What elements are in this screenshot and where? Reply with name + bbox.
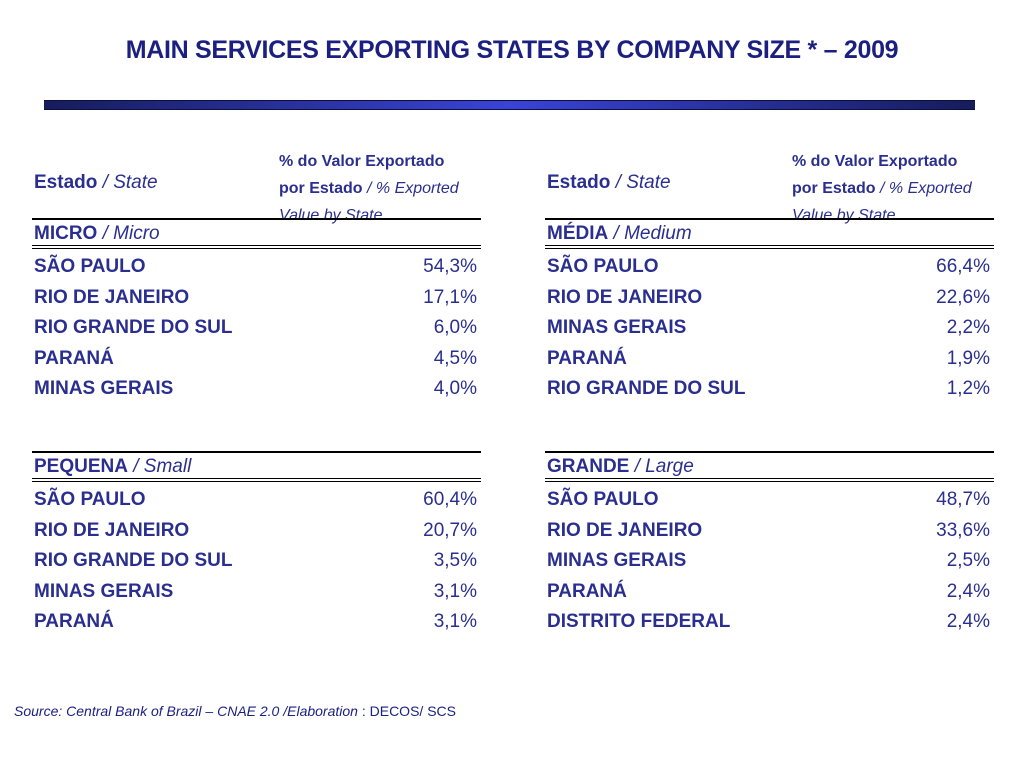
state-name: SÃO PAULO	[547, 256, 659, 277]
state-name: PARANÁ	[34, 347, 114, 369]
state-name: RIO GRANDE DO SUL	[547, 378, 746, 399]
state-value: 54,3%	[423, 256, 477, 277]
state-name: MINAS GERAIS	[547, 317, 687, 338]
table-header: Estado / State % do Valor Exportado por …	[545, 144, 994, 224]
table-row: RIO GRANDE DO SUL 6,0%	[32, 313, 481, 344]
table-row: RIO DE JANEIRO 17,1%	[32, 283, 481, 314]
table-row: RIO GRANDE DO SUL 3,5%	[32, 546, 481, 577]
category-row: MÉDIA / Medium	[545, 218, 994, 249]
state-value: 20,7%	[423, 519, 477, 541]
state-name: RIO DE JANEIRO	[547, 519, 703, 541]
state-value: 17,1%	[423, 286, 477, 308]
table-row: MINAS GERAIS 3,1%	[32, 577, 481, 608]
state-value: 22,6%	[936, 286, 990, 308]
state-name: PARANÁ	[547, 347, 627, 369]
table-row: RIO DE JANEIRO 22,6%	[545, 283, 994, 314]
table-row: PARANÁ 2,4%	[545, 577, 994, 608]
category-row: GRANDE / Large	[545, 451, 994, 482]
table-row: RIO DE JANEIRO 20,7%	[32, 516, 481, 547]
state-name: RIO DE JANEIRO	[34, 286, 190, 308]
state-name: RIO DE JANEIRO	[34, 519, 190, 541]
state-value: 2,5%	[946, 550, 990, 571]
table-row: SÃO PAULO 48,7%	[545, 485, 994, 516]
state-name: MINAS GERAIS	[547, 550, 687, 571]
table-row: PARANÁ 1,9%	[545, 344, 994, 375]
table-row: RIO DE JANEIRO 33,6%	[545, 516, 994, 547]
table-row: SÃO PAULO 60,4%	[32, 485, 481, 516]
state-name: PARANÁ	[34, 611, 114, 632]
source-note: Source: Central Bank of Brazil – CNAE 2.…	[14, 703, 456, 719]
table-row: PARANÁ 4,5%	[32, 344, 481, 375]
percent-column-header: % do Valor Exportado por Estado / % Expo…	[792, 153, 972, 224]
table-large: GRANDE / Large SÃO PAULO 48,7% RIO DE JAN…	[545, 451, 994, 638]
table-row: MINAS GERAIS 4,0%	[32, 374, 481, 405]
title-divider-bar	[44, 100, 975, 110]
state-column-header: Estado / State	[547, 172, 671, 193]
table-row: SÃO PAULO 54,3%	[32, 252, 481, 283]
state-value: 3,1%	[433, 611, 477, 632]
state-name: RIO GRANDE DO SUL	[34, 317, 233, 338]
table-medium: Estado / State % do Valor Exportado por …	[545, 144, 994, 405]
state-name: SÃO PAULO	[547, 489, 659, 510]
state-name: MINAS GERAIS	[34, 378, 174, 399]
state-value: 2,4%	[946, 611, 990, 632]
state-column-header: Estado / State	[34, 172, 158, 193]
table-small: PEQUENA / Small SÃO PAULO 60,4% RIO DE JA…	[32, 451, 481, 638]
table-row: RIO GRANDE DO SUL 1,2%	[545, 374, 994, 405]
state-value: 4,0%	[433, 378, 477, 399]
state-value: 2,2%	[946, 317, 990, 338]
state-name: SÃO PAULO	[34, 256, 146, 277]
table-micro: Estado / State % do Valor Exportado por …	[32, 144, 481, 405]
state-name: DISTRITO FEDERAL	[547, 611, 731, 632]
state-value: 6,0%	[433, 317, 477, 338]
state-value: 3,5%	[433, 550, 477, 571]
state-name: SÃO PAULO	[34, 489, 146, 510]
state-name: RIO DE JANEIRO	[547, 286, 703, 308]
page-title: MAIN SERVICES EXPORTING STATES BY COMPAN…	[125, 36, 899, 64]
state-value: 4,5%	[433, 347, 477, 369]
table-row: MINAS GERAIS 2,2%	[545, 313, 994, 344]
state-value: 60,4%	[423, 489, 477, 510]
state-name: MINAS GERAIS	[34, 580, 174, 602]
table-row: SÃO PAULO 66,4%	[545, 252, 994, 283]
state-name: RIO GRANDE DO SUL	[34, 550, 233, 571]
percent-column-header: % do Valor Exportado por Estado / % Expo…	[279, 153, 459, 224]
state-value: 33,6%	[936, 519, 990, 541]
state-name: PARANÁ	[547, 580, 627, 602]
table-row: MINAS GERAIS 2,5%	[545, 546, 994, 577]
state-value: 48,7%	[936, 489, 990, 510]
state-value: 1,9%	[946, 347, 990, 369]
category-row: PEQUENA / Small	[32, 451, 481, 482]
state-value: 66,4%	[936, 256, 990, 277]
table-row: DISTRITO FEDERAL 2,4%	[545, 607, 994, 638]
state-value: 1,2%	[946, 378, 990, 399]
table-row: PARANÁ 3,1%	[32, 607, 481, 638]
category-row: MICRO / Micro	[32, 218, 481, 249]
state-value: 3,1%	[433, 580, 477, 602]
table-header: Estado / State % do Valor Exportado por …	[32, 144, 481, 224]
state-value: 2,4%	[946, 580, 990, 602]
